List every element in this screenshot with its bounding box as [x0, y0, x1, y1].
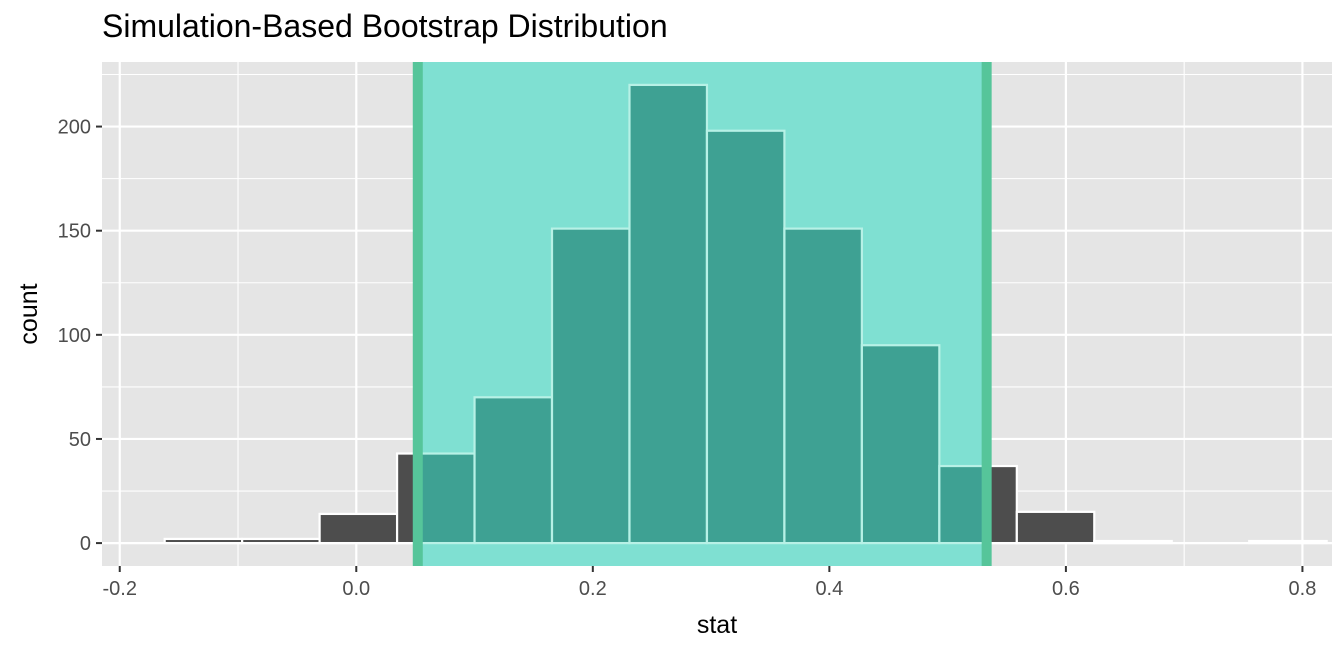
histogram-bar-in-interval: [938, 464, 987, 545]
x-tick-label: 0.8: [1289, 578, 1317, 600]
x-axis: -0.2 0.0 0.2 0.4 0.6 0.8: [103, 566, 1317, 600]
histogram-bar-in-interval: [550, 227, 631, 545]
y-tick-label: 50: [69, 429, 91, 451]
histogram-bar: [318, 512, 399, 545]
histogram-bar-in-interval: [705, 129, 786, 545]
histogram-bar: [241, 537, 321, 545]
y-tick-label: 150: [58, 221, 91, 243]
y-axis: 0 50 100 150 200: [58, 117, 102, 555]
histogram-bar-in-interval: [417, 452, 476, 545]
histogram-bar-in-interval: [783, 227, 863, 545]
histogram-bar: [1015, 510, 1096, 545]
x-tick-label: 0.6: [1052, 578, 1080, 600]
histogram-bar-in-interval: [628, 83, 709, 545]
x-tick-label: 0.4: [815, 578, 843, 600]
histogram-bar: [163, 537, 244, 545]
histogram-bars-in-interval: [417, 83, 987, 545]
y-axis-title: count: [15, 283, 43, 344]
histogram-bar-in-interval: [473, 396, 554, 545]
chart-title: Simulation-Based Bootstrap Distribution: [102, 8, 668, 44]
x-tick-label: 0.0: [342, 578, 370, 600]
y-tick-label: 0: [80, 533, 91, 555]
y-tick-label: 200: [58, 117, 91, 139]
x-axis-title: stat: [697, 611, 737, 639]
x-tick-label: 0.2: [579, 578, 607, 600]
x-tick-label: -0.2: [103, 578, 137, 600]
histogram-bar-in-interval: [860, 344, 941, 545]
y-tick-label: 100: [58, 325, 91, 347]
histogram-bar: [1248, 539, 1328, 545]
histogram-bar: [1093, 539, 1173, 545]
